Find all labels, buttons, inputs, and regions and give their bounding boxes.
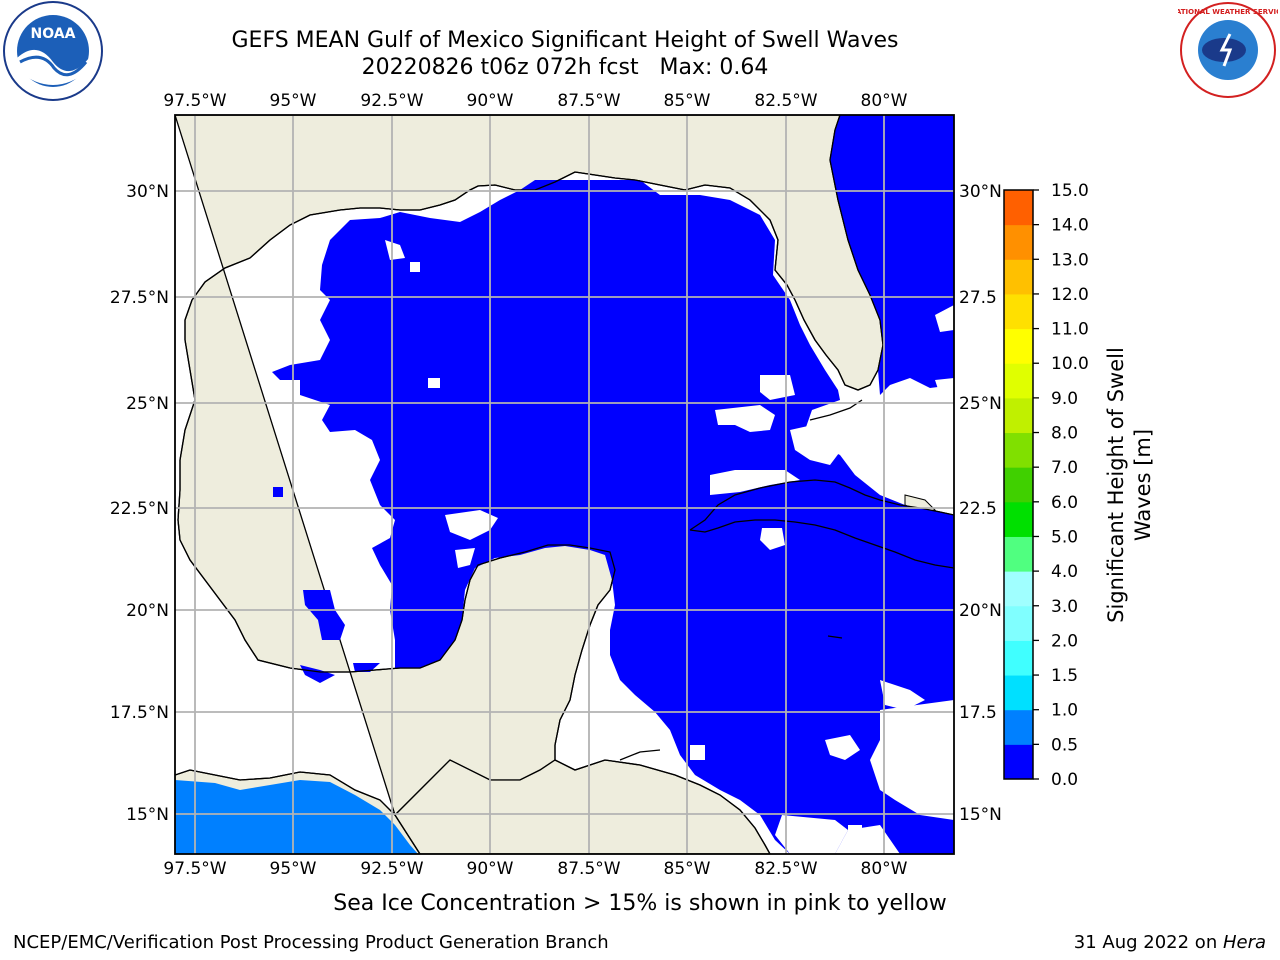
colorbar-tick-label: 4.0 — [1051, 562, 1078, 582]
swell-field-holes — [385, 240, 954, 854]
colorbar-tick-label: 7.0 — [1051, 458, 1078, 478]
lon-labels-bottom: 97.5°W 95°W 92.5°W 90°W 87.5°W 85°W 82.5… — [163, 859, 907, 879]
lon-label: 92.5°W — [360, 91, 423, 111]
lon-label: 90°W — [467, 859, 514, 879]
colorbar-label-line1: Significant Height of Swell — [1104, 347, 1128, 623]
nws-logo: NATIONAL WEATHER SERVICE — [1178, 2, 1278, 98]
chart-subtitle: 20220826 t06z 072h fcst Max: 0.64 — [361, 55, 769, 80]
lon-label: 97.5°W — [163, 91, 226, 111]
footer-host: Hera — [1222, 932, 1266, 953]
colorbar-tick-label: 11.0 — [1051, 320, 1089, 340]
lat-label: 15°N — [959, 805, 1002, 825]
colorbar-tick-label: 5.0 — [1051, 527, 1078, 547]
sea-ice-note: Sea Ice Concentration > 15% is shown in … — [333, 891, 947, 916]
lat-label: 27.5°N — [110, 288, 169, 308]
lat-label: 20°N — [126, 601, 169, 621]
lat-label: 20°N — [959, 601, 1002, 621]
colorbar-segment — [1004, 501, 1033, 537]
colorbar-tick-label: 0.5 — [1051, 735, 1078, 755]
lat-label: 17.5 — [959, 703, 997, 723]
colorbar-segment — [1004, 675, 1033, 711]
lat-labels-left: 30°N 27.5°N 25°N 22.5°N 20°N 17.5°N 15°N — [110, 182, 169, 825]
colorbar-segment — [1004, 328, 1033, 364]
colorbar-segment — [1004, 640, 1033, 676]
lat-label: 22.5°N — [110, 499, 169, 519]
noaa-logo: NOAA — [3, 1, 103, 101]
colorbar-segment — [1004, 536, 1033, 572]
lat-label: 25°N — [126, 394, 169, 414]
colorbar-tick-label: 15.0 — [1051, 181, 1089, 201]
lon-label: 97.5°W — [163, 859, 226, 879]
colorbar-tick-label: 6.0 — [1051, 493, 1078, 513]
map-frame — [174, 114, 955, 855]
nws-logo-text: NATIONAL WEATHER SERVICE — [1178, 8, 1278, 16]
lat-label: 30°N — [959, 182, 1002, 202]
colorbar-tick-label: 1.0 — [1051, 701, 1078, 721]
colorbar-segment — [1004, 744, 1033, 780]
lat-label: 15°N — [126, 805, 169, 825]
colorbar-segment — [1004, 467, 1033, 503]
colorbar-tick-label: 0.0 — [1051, 770, 1078, 790]
lat-labels-right: 30°N 27.5 25°N 22.5 20°N 17.5 15°N — [959, 182, 1002, 825]
colorbar-tick-label: 9.0 — [1051, 389, 1078, 409]
colorbar-ticks: 15.0 14.0 13.0 12.0 11.0 10.0 9.0 8.0 7.0 6.0 5.0 4… — [1033, 181, 1089, 790]
colorbar-tick-label: 3.0 — [1051, 597, 1078, 617]
lon-label: 95°W — [270, 91, 317, 111]
lon-label: 90°W — [467, 91, 514, 111]
footer-credit: NCEP/EMC/Verification Post Processing Pr… — [13, 932, 609, 953]
colorbar-segment — [1004, 293, 1033, 330]
lon-label: 82.5°W — [754, 91, 817, 111]
gridlines — [175, 115, 954, 854]
lon-label: 87.5°W — [557, 859, 620, 879]
colorbar-tick-label: 14.0 — [1051, 216, 1089, 236]
lon-label: 85°W — [664, 859, 711, 879]
colorbar-label-line2: Waves [m] — [1131, 429, 1155, 541]
coastlines — [175, 115, 954, 854]
map-area — [175, 115, 954, 854]
lon-label: 95°W — [270, 859, 317, 879]
lat-label: 27.5 — [959, 288, 997, 308]
colorbar-segment — [1004, 709, 1033, 745]
colorbar-tick-label: 2.0 — [1051, 631, 1078, 651]
lat-label: 22.5 — [959, 499, 997, 519]
colorbar-segment — [1004, 363, 1033, 399]
footer-date-text: 31 Aug 2022 on — [1073, 932, 1223, 953]
colorbar-segment — [1004, 259, 1033, 295]
lon-label: 82.5°W — [754, 859, 817, 879]
colorbar-segment — [1004, 397, 1033, 434]
lon-label: 87.5°W — [557, 91, 620, 111]
colorbar-tick-label: 13.0 — [1051, 250, 1089, 270]
colorbar-segment — [1004, 432, 1033, 468]
colorbar-tick-label: 8.0 — [1051, 424, 1078, 444]
colorbar-frame — [1003, 189, 1034, 780]
swell-field-mid — [175, 780, 418, 854]
colorbar-segment — [1004, 571, 1033, 607]
colorbar-tick-label: 1.5 — [1051, 666, 1078, 686]
swell-field-low — [272, 115, 954, 854]
colorbar-tick-label: 12.0 — [1051, 285, 1089, 305]
colorbar — [1003, 189, 1034, 780]
noaa-logo-text: NOAA — [31, 26, 76, 42]
lon-label: 85°W — [664, 91, 711, 111]
colorbar-segment — [1004, 224, 1033, 260]
lon-label: 92.5°W — [360, 859, 423, 879]
chart-title: GEFS MEAN Gulf of Mexico Significant Hei… — [231, 28, 899, 53]
colorbar-tick-label: 10.0 — [1051, 354, 1089, 374]
lon-label: 80°W — [861, 859, 908, 879]
lat-label: 25°N — [959, 394, 1002, 414]
footer-date: 31 Aug 2022 on Hera — [1074, 932, 1266, 953]
lat-label: 30°N — [126, 182, 169, 202]
lon-label: 80°W — [861, 91, 908, 111]
colorbar-segment — [1004, 605, 1033, 641]
lon-labels-top: 97.5°W 95°W 92.5°W 90°W 87.5°W 85°W 82.5… — [163, 91, 907, 111]
lat-label: 17.5°N — [110, 703, 169, 723]
colorbar-segment — [1004, 190, 1033, 226]
